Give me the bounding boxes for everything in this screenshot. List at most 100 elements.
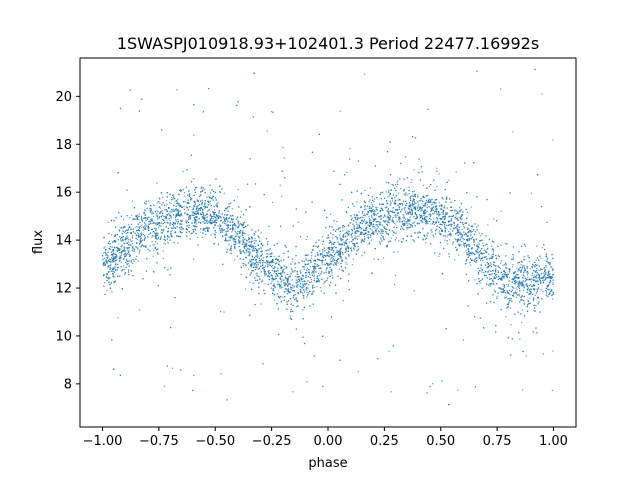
data-point bbox=[197, 204, 199, 206]
data-point bbox=[106, 254, 108, 256]
data-point bbox=[170, 202, 172, 204]
data-point bbox=[411, 195, 413, 197]
data-point bbox=[254, 237, 256, 240]
data-point bbox=[328, 256, 330, 258]
data-point bbox=[292, 271, 294, 273]
data-point bbox=[419, 216, 422, 218]
data-point bbox=[214, 219, 217, 221]
data-point bbox=[291, 261, 293, 263]
data-point bbox=[402, 238, 404, 240]
data-point bbox=[369, 236, 372, 239]
data-point bbox=[227, 230, 229, 232]
data-point bbox=[376, 233, 379, 235]
data-point bbox=[133, 247, 135, 250]
data-point bbox=[155, 233, 158, 235]
data-point bbox=[449, 234, 451, 236]
data-point bbox=[551, 268, 553, 270]
data-point bbox=[425, 216, 427, 218]
data-point bbox=[244, 263, 246, 265]
data-point bbox=[241, 234, 243, 236]
data-point bbox=[376, 206, 378, 209]
data-point bbox=[264, 267, 266, 269]
data-point bbox=[429, 385, 431, 388]
data-point bbox=[462, 339, 465, 341]
data-point bbox=[139, 240, 141, 243]
data-point bbox=[374, 227, 376, 229]
data-point bbox=[549, 264, 551, 266]
data-point bbox=[282, 146, 284, 149]
data-point bbox=[517, 273, 519, 276]
data-point bbox=[450, 201, 452, 203]
data-point bbox=[406, 222, 408, 224]
data-point bbox=[421, 216, 423, 218]
data-point bbox=[244, 226, 246, 228]
data-point bbox=[470, 206, 473, 208]
data-point bbox=[440, 218, 443, 220]
data-point bbox=[235, 232, 237, 234]
data-point bbox=[469, 262, 471, 264]
data-point bbox=[421, 203, 423, 205]
data-point bbox=[355, 219, 357, 221]
data-point bbox=[535, 259, 537, 261]
data-point bbox=[122, 265, 125, 267]
data-point bbox=[361, 212, 364, 214]
data-point bbox=[256, 254, 258, 256]
data-point bbox=[446, 236, 448, 238]
data-point bbox=[171, 367, 174, 369]
data-point bbox=[457, 231, 459, 233]
data-point bbox=[115, 254, 118, 256]
data-point bbox=[201, 187, 204, 189]
data-point bbox=[164, 243, 167, 245]
data-point bbox=[320, 290, 322, 292]
data-point bbox=[185, 228, 187, 230]
data-point bbox=[350, 247, 352, 249]
data-point bbox=[526, 267, 528, 269]
data-point bbox=[130, 232, 132, 234]
data-point bbox=[411, 226, 413, 228]
data-point bbox=[249, 282, 251, 284]
data-point bbox=[368, 212, 370, 214]
data-point bbox=[438, 202, 441, 204]
data-point bbox=[534, 270, 536, 272]
data-point bbox=[120, 226, 122, 229]
data-point bbox=[197, 206, 199, 208]
data-point bbox=[306, 291, 308, 293]
data-point bbox=[370, 211, 372, 213]
data-point bbox=[523, 265, 525, 267]
data-point bbox=[140, 246, 142, 248]
data-point bbox=[429, 199, 432, 201]
data-point bbox=[130, 241, 132, 243]
data-point bbox=[124, 269, 126, 271]
data-point bbox=[387, 220, 390, 222]
data-point bbox=[471, 247, 473, 249]
data-point bbox=[524, 281, 526, 283]
data-point bbox=[124, 226, 126, 228]
data-point bbox=[139, 225, 141, 227]
data-point bbox=[296, 301, 298, 303]
data-point bbox=[371, 229, 373, 231]
data-point bbox=[148, 221, 150, 223]
data-point bbox=[264, 283, 266, 285]
data-point bbox=[318, 278, 320, 280]
data-point bbox=[396, 221, 398, 223]
data-point bbox=[421, 207, 424, 209]
data-point bbox=[303, 283, 305, 285]
data-point bbox=[271, 264, 274, 266]
data-point bbox=[365, 220, 367, 222]
data-point bbox=[138, 309, 141, 311]
data-point bbox=[336, 220, 338, 223]
data-point bbox=[532, 300, 535, 302]
data-point bbox=[461, 213, 463, 216]
data-point bbox=[497, 254, 500, 256]
data-point bbox=[500, 271, 502, 274]
data-point bbox=[231, 208, 233, 210]
data-point bbox=[234, 259, 236, 261]
data-point bbox=[111, 234, 113, 236]
data-point bbox=[400, 162, 402, 165]
data-point bbox=[326, 254, 328, 256]
data-point bbox=[178, 189, 180, 192]
data-point bbox=[546, 221, 548, 224]
data-point bbox=[251, 245, 253, 248]
data-point bbox=[411, 211, 414, 213]
data-point bbox=[255, 245, 257, 248]
